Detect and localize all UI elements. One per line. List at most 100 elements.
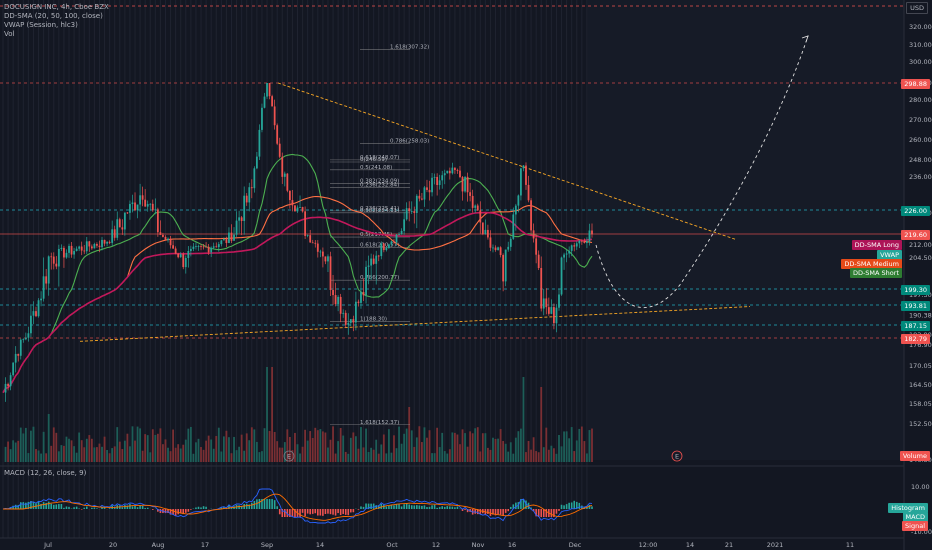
macd-histogram-bar <box>113 507 116 509</box>
candle <box>83 250 86 252</box>
candle <box>230 232 233 241</box>
macd-histogram-bar <box>545 509 548 517</box>
volume-bar <box>324 432 327 462</box>
macd-histogram-bar <box>75 506 78 509</box>
candle <box>354 301 357 323</box>
volume-bar <box>413 446 416 462</box>
volume-bar <box>276 441 279 462</box>
candle <box>446 170 449 174</box>
macd-histogram-bar <box>136 507 139 509</box>
volume-bar <box>377 453 380 462</box>
volume-bar <box>382 434 385 462</box>
sma-legend[interactable]: DD-SMA (20, 50, 100, close) <box>4 12 103 20</box>
macd-histogram-bar <box>172 509 174 515</box>
price-tag-199: 199.30 <box>901 285 930 295</box>
time-tick: 2021 <box>767 541 784 549</box>
candle <box>316 243 319 252</box>
candle <box>80 246 83 251</box>
volume-bar <box>469 431 472 462</box>
macd-histogram-bar <box>360 506 362 509</box>
candle <box>281 156 284 177</box>
candle <box>17 353 20 356</box>
volume-bar <box>316 430 319 462</box>
volume-bar <box>159 428 162 462</box>
candle <box>136 204 139 211</box>
candle <box>88 241 91 247</box>
vwap-legend[interactable]: VWAP (Session, hlc3) <box>4 21 78 29</box>
volume-legend[interactable]: Vol <box>4 30 15 38</box>
time-tick: Aug <box>152 541 165 549</box>
candle <box>195 246 197 247</box>
macd-histogram-bar <box>184 509 187 513</box>
price-tag-193: 193.81 <box>901 301 930 311</box>
macd-histogram-bar <box>332 509 334 515</box>
macd-histogram-bar <box>131 506 134 509</box>
candle <box>263 96 266 108</box>
volume-bar <box>489 449 492 462</box>
macd-histogram-bar <box>19 502 22 509</box>
earnings-marker-1[interactable]: E <box>283 450 295 462</box>
candle <box>494 247 497 251</box>
candle <box>68 245 70 253</box>
candlesticks[interactable] <box>4 83 593 402</box>
macd-histogram-bar <box>525 500 527 509</box>
macd-histogram-bar <box>416 505 418 509</box>
macd-histogram-bar <box>144 508 146 509</box>
macd-histogram-bar <box>502 509 504 516</box>
volume-bar <box>151 429 154 462</box>
symbol-title[interactable]: DOCUSIGN INC, 4h, Cboe BZX <box>4 3 109 11</box>
volume-bar <box>484 433 487 462</box>
volume-bar <box>476 427 479 462</box>
macd-histogram-bar <box>438 507 441 509</box>
fib-label: 0.786(258.03) <box>390 138 429 144</box>
macd-histogram-bar <box>393 505 395 509</box>
macd-histogram-bar <box>433 504 436 509</box>
candle <box>563 254 565 258</box>
volume-bar <box>27 453 30 462</box>
macd-histogram-bar <box>370 503 372 509</box>
volume-bar <box>30 430 32 462</box>
volume-bar <box>12 440 15 462</box>
candle <box>255 156 258 169</box>
macd-histogram-bar <box>228 504 230 509</box>
macd-histogram-bar <box>466 509 469 513</box>
volume-bar <box>4 446 7 462</box>
currency-label[interactable]: USD <box>906 2 928 14</box>
volume-bar <box>433 453 436 462</box>
volume-bar <box>461 429 464 462</box>
time-tick: Sep <box>261 541 273 549</box>
volume-bar <box>19 427 22 462</box>
candle <box>268 83 271 97</box>
earnings-marker-2[interactable]: E <box>671 450 683 462</box>
candle <box>570 245 573 251</box>
macd-legend[interactable]: MACD (12, 26, close, 9) <box>4 469 87 477</box>
price-tick: 310.00 <box>909 41 932 49</box>
volume-bar <box>273 431 276 462</box>
trend-lines[interactable] <box>79 82 751 342</box>
price-tick: 248.00 <box>909 156 932 164</box>
macd-histogram-bar <box>507 509 510 512</box>
candle <box>154 209 157 211</box>
volume-bar <box>365 428 367 462</box>
macd-histogram-bar <box>540 509 543 517</box>
candle <box>342 312 345 314</box>
price-tag-226: 226.00 <box>901 206 930 216</box>
candle <box>304 211 307 236</box>
candle <box>299 207 301 208</box>
candle <box>433 176 436 178</box>
volume-bar <box>352 432 355 462</box>
macd-histogram-bar <box>377 505 380 509</box>
macd-histogram-bar <box>367 503 370 509</box>
volume-bar <box>588 430 591 462</box>
macd-histogram-bar <box>50 503 53 509</box>
price-projection[interactable] <box>595 35 809 309</box>
candle <box>63 247 65 258</box>
candle <box>583 241 586 243</box>
volume-bar <box>240 434 243 462</box>
candle <box>172 245 174 249</box>
candle <box>225 239 228 244</box>
macd-histogram-bar <box>139 505 141 509</box>
time-axis[interactable]: Jul 20 Aug 17 Sep 14 Oct 12 Nov 16 Dec 12:00 14 21 202… <box>43 541 854 549</box>
candle <box>273 106 276 126</box>
